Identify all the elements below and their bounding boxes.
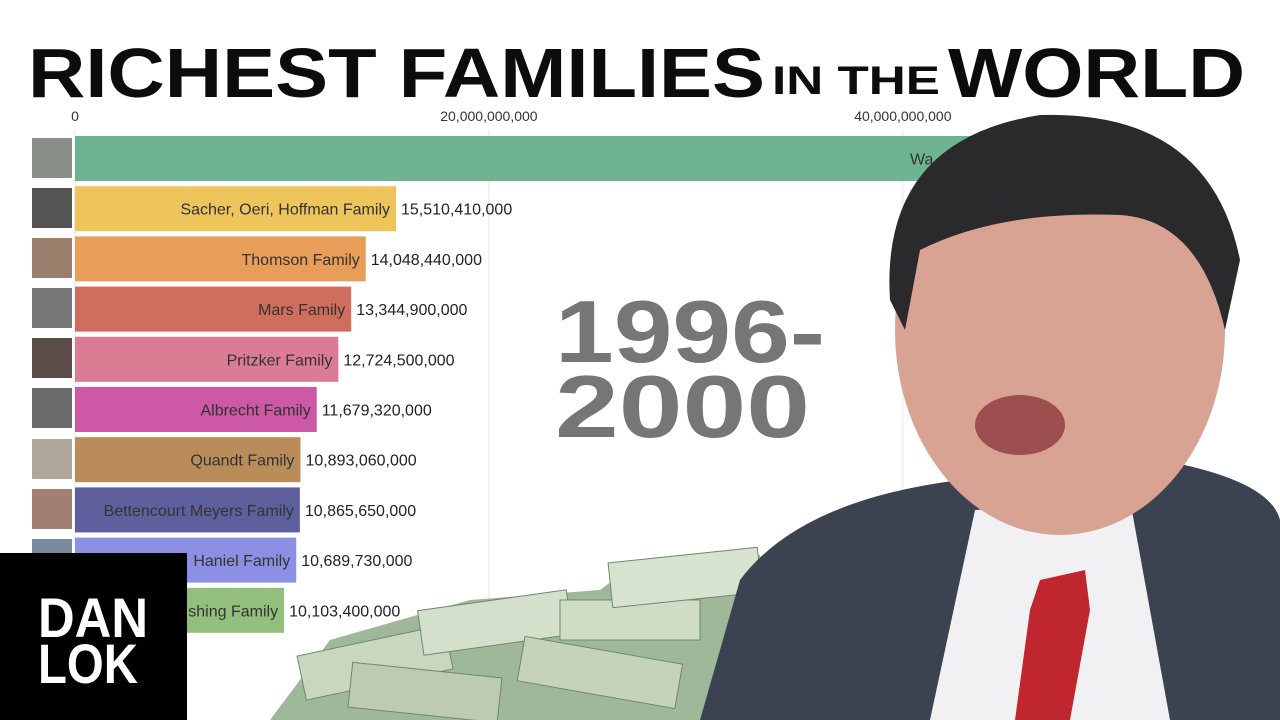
category-label: Pritzker Family xyxy=(227,352,333,369)
value-label: 13,344,900,000 xyxy=(356,302,467,319)
bar xyxy=(75,336,339,382)
value-label: 14,048,440,000 xyxy=(371,252,482,269)
title: WORLD xyxy=(948,34,1245,112)
bar xyxy=(75,286,352,332)
category-label: Albrecht Family xyxy=(200,403,310,420)
value-label: 10,689,730,000 xyxy=(301,553,412,570)
thumbnail xyxy=(32,489,72,529)
category-label: Quandt Family xyxy=(190,453,294,470)
bar xyxy=(75,387,317,432)
thumbnail xyxy=(32,238,72,278)
money-pile xyxy=(270,546,780,720)
year-annotation: 2000 xyxy=(555,357,810,456)
texts: RICHEST FAMILIES IN THE WORLD 1996- 2000 xyxy=(28,34,1245,456)
logo: DAN LOK xyxy=(0,553,187,720)
value-label: 10,865,650,000 xyxy=(305,503,416,520)
category-label: Haniel Family xyxy=(193,553,290,570)
title: RICHEST FAMILIES xyxy=(28,34,765,112)
value-label: 10,103,400,000 xyxy=(289,603,400,620)
thumbnail xyxy=(32,138,72,178)
category-label: Wa xyxy=(910,152,934,169)
person-photo xyxy=(700,114,1280,720)
x-tick-label: 20,000,000,000 xyxy=(440,108,538,124)
title: IN THE xyxy=(772,59,940,103)
category-label: Sacher, Oeri, Hoffman Family xyxy=(180,202,390,219)
thumbnails xyxy=(32,138,72,579)
bar xyxy=(75,236,366,282)
bar xyxy=(75,437,301,483)
x-tick-label: 0 xyxy=(71,108,79,124)
bar xyxy=(75,136,1028,181)
thumbnail xyxy=(32,288,72,328)
logo-text: LOK xyxy=(38,632,138,695)
logo-text: DAN xyxy=(38,586,148,649)
value-label: 10,893,060,000 xyxy=(305,453,416,470)
category-label: shing Family xyxy=(188,603,278,620)
category-label: Thomson Family xyxy=(242,252,360,269)
thumbnail xyxy=(32,388,72,428)
thumbnail xyxy=(32,439,72,479)
category-label: Mars Family xyxy=(258,302,345,319)
bar xyxy=(75,487,300,533)
logo-box xyxy=(0,553,187,720)
bar xyxy=(75,186,397,232)
year-annotation: 1996- xyxy=(555,282,825,381)
value-label: 12,724,500,000 xyxy=(343,352,454,369)
thumbnail xyxy=(32,188,72,228)
thumbnail xyxy=(32,338,72,378)
value-label: 11,679,320,000 xyxy=(322,403,432,420)
value-label: 15,510,410,000 xyxy=(401,202,512,219)
x-tick-label: 40,000,000,000 xyxy=(854,108,952,124)
category-label: Bettencourt Meyers Family xyxy=(104,503,294,520)
